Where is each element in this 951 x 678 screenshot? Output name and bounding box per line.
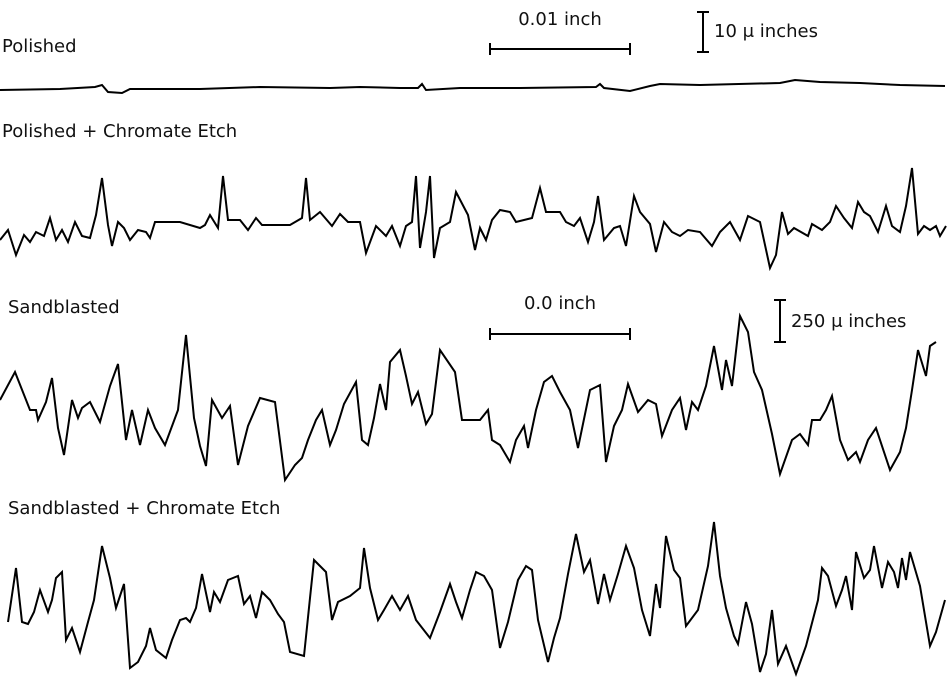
- scale-label: 250 μ inches: [791, 311, 906, 332]
- scale-bar: 0.01 inch 10 μ inches: [489, 9, 818, 55]
- profile-label: Polished + Chromate Etch: [2, 121, 237, 142]
- profile-trace: [0, 78, 946, 95]
- profile-label: Sandblasted + Chromate Etch: [8, 498, 280, 519]
- scale-label: 0.0 inch: [524, 293, 596, 314]
- scale-label: 0.01 inch: [518, 9, 602, 30]
- profile-label: Polished: [2, 36, 77, 57]
- scale-label: 10 μ inches: [714, 21, 818, 42]
- profile-label: Sandblasted: [8, 297, 120, 318]
- profile-trace: [0, 167, 947, 272]
- scale-bar: 0.0 inch 250 μ inches: [489, 293, 906, 343]
- profile-trace: [7, 521, 946, 677]
- profile-trace: [0, 312, 937, 483]
